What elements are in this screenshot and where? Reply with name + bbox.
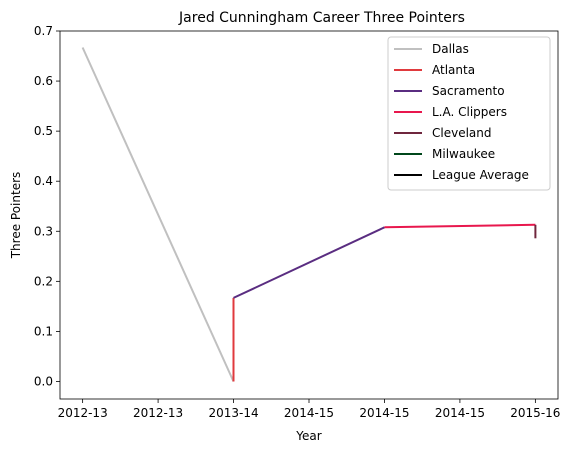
x-tick-label: 2013-14: [208, 406, 258, 420]
legend-box: [387, 36, 551, 191]
x-tick-label: 2014-15: [435, 406, 485, 420]
y-axis: 0.0 0.1 0.2 0.3 0.4 0.5 0.6 0.7: [34, 24, 60, 388]
y-tick-label: 0.2: [34, 274, 53, 288]
x-tick-label: 2012-13: [133, 406, 183, 420]
series-line-0: [81, 47, 235, 382]
series-line-3: [384, 223, 536, 229]
x-axis: 2012-13 2012-13 2013-14 2014-15 2014-15 2014-…: [58, 399, 560, 420]
legend: Dallas Atlanta Sacramento L.A. Clippers Clev…: [387, 36, 551, 191]
y-tick-label: 0.6: [34, 74, 53, 88]
legend-label-0: Dallas: [432, 42, 469, 56]
y-tick-label: 0.4: [34, 174, 53, 188]
y-tick-label: 0.3: [34, 224, 53, 238]
x-tick-label: 2014-15: [284, 406, 334, 420]
legend-label-5: Milwaukee: [432, 147, 495, 161]
legend-label-6: League Average: [432, 168, 529, 182]
chart-title: Jared Cunningham Career Three Pointers: [178, 10, 465, 26]
legend-label-2: Sacramento: [432, 84, 505, 98]
y-tick-label: 0.5: [34, 124, 53, 138]
x-tick-label: 2015-16: [510, 406, 560, 420]
y-tick-label: 0.0: [34, 374, 53, 388]
y-axis-label: Three Pointers: [9, 172, 23, 260]
x-tick-label: 2014-15: [359, 406, 409, 420]
y-tick-label: 0.1: [34, 324, 53, 338]
x-axis-label: Year: [295, 429, 321, 443]
x-tick-label: 2012-13: [58, 406, 108, 420]
y-tick-label: 0.7: [34, 24, 53, 38]
legend-label-1: Atlanta: [432, 63, 475, 77]
series-line-2: [233, 226, 385, 299]
legend-label-4: Cleveland: [432, 126, 492, 140]
legend-label-3: L.A. Clippers: [432, 105, 507, 119]
